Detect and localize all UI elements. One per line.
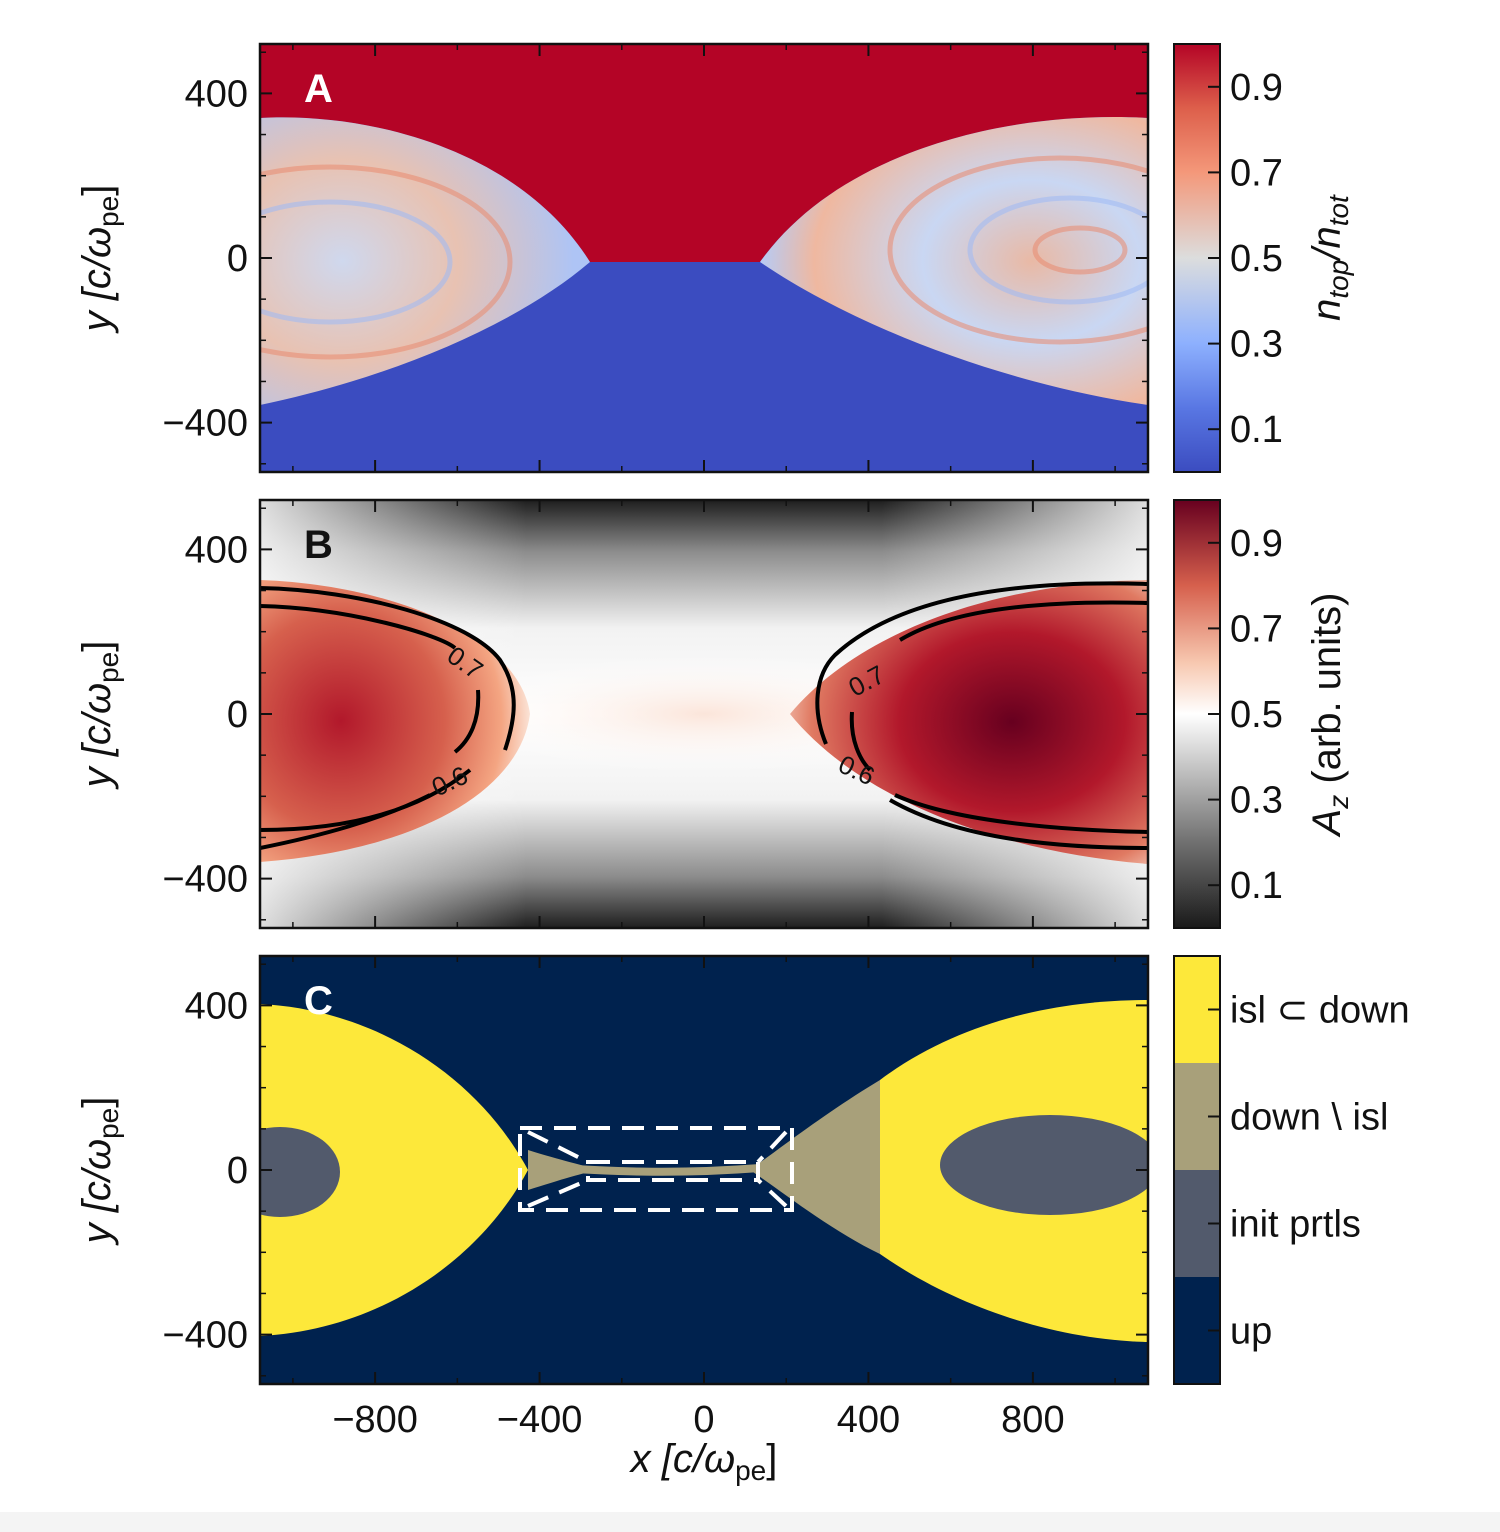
panel-c-xlabel-main: x [c/ω [629, 1437, 736, 1481]
x-tick-label: 0 [693, 1399, 714, 1441]
contour-0-7-right [815, 581, 1148, 745]
colorbar-c-frame [1173, 955, 1221, 1385]
panel-b-ylabel: y [c/ωpe] [75, 641, 124, 791]
panel-b-left-island [260, 580, 530, 862]
panel-c-ylabel-sub: pe [93, 1108, 124, 1139]
panel-c-xline [559, 1164, 761, 1176]
y-tick-label: 400 [185, 985, 248, 1027]
panel-b-ylabel-sub: pe [93, 652, 124, 683]
category-label: isl ⊂ down [1230, 990, 1410, 1032]
panel-c-ylabel: y [c/ωpe] [75, 1097, 124, 1247]
colorbar-tick-label: 0.9 [1230, 523, 1283, 565]
dashed-link-right [756, 1130, 788, 1208]
colorbar-a-label-b-sub: tot [1323, 194, 1354, 226]
contour-0-7-right-outer [889, 798, 1148, 850]
x-tick-label: 800 [1001, 1399, 1064, 1441]
colorbar-tick-label: 0.1 [1230, 865, 1283, 907]
contour-0-7-left-outer [260, 768, 472, 832]
colorbar-a-label: ntop/ntot [1305, 194, 1354, 321]
colorbar-tick-label: 0.9 [1230, 67, 1283, 109]
panel-c-ylabel-tail: ] [75, 1097, 119, 1108]
panel-c-left-init [260, 1127, 340, 1217]
y-tick-label: 0 [227, 694, 248, 736]
panel-b-right-island [790, 580, 1148, 864]
panel-c-xlabel: x [c/ωpe] [629, 1437, 778, 1486]
dashed-box-outer [518, 1126, 794, 1212]
y-tick-label: −400 [162, 403, 248, 445]
panel-c-right-khaki [750, 1080, 880, 1254]
panel-a-left-island [260, 117, 590, 405]
colorbar-tick-label: 0.7 [1230, 608, 1283, 650]
dashed-box-inner [586, 1160, 760, 1182]
panel-label-c: C [304, 979, 333, 1023]
colorbar-b-label-rest: (arb. units) [1305, 593, 1349, 795]
panel-a-right-island [760, 117, 1148, 405]
panel-c-ticks: −400 0 400 −800 −400 0 400 800 [162, 956, 1148, 1441]
colorbar-b-label: Az (arb. units) [1305, 593, 1354, 838]
y-tick-label: 0 [227, 1150, 248, 1192]
panel-a-ticks: −400 0 400 [162, 44, 1148, 472]
panel-label-b: B [304, 523, 333, 567]
panel-b-contours [260, 581, 1148, 850]
x-tick-label: −800 [332, 1399, 418, 1441]
svg-text:Az (arb. units): Az (arb. units) [1305, 593, 1354, 838]
panel-b-ticks: −400 0 400 [162, 500, 1148, 928]
panel-a-ylabel-tail: ] [75, 185, 119, 196]
panel-b-ylabel-tail: ] [75, 641, 119, 652]
y-tick-label: −400 [162, 1315, 248, 1357]
y-tick-label: −400 [162, 859, 248, 901]
svg-text:ntop/ntot: ntop/ntot [1305, 194, 1354, 321]
category-label: down \ isl [1230, 1097, 1388, 1139]
colorbar-a [1173, 43, 1221, 473]
x-tick-label: −400 [497, 1399, 583, 1441]
colorbar-tick-label: 0.1 [1230, 409, 1283, 451]
panel-c-right-init [940, 1115, 1148, 1215]
colorbar-c: isl ⊂ down down \ isl init prtls up [1173, 955, 1410, 1385]
svg-text:y [c/ωpe]: y [c/ωpe] [75, 1097, 124, 1247]
panel-c-xlabel-tail: ] [766, 1437, 777, 1481]
svg-text:y [c/ωpe]: y [c/ωpe] [75, 185, 124, 335]
colorbar-a-label-a: n [1305, 299, 1349, 321]
svg-text:y [c/ωpe]: y [c/ωpe] [75, 641, 124, 791]
colorbar-b-label-a-sub: z [1323, 795, 1354, 810]
colorbar-tick-label: 0.3 [1230, 324, 1283, 366]
colorbar-tick-label: 0.7 [1230, 152, 1283, 194]
colorbar-a-label-mid: /n [1305, 226, 1349, 262]
y-tick-label: 400 [185, 73, 248, 115]
panel-a-ylabel-sub: pe [93, 196, 124, 227]
bottom-strip [0, 1512, 1500, 1532]
colorbar-b-label-a: A [1305, 809, 1349, 838]
colorbar-tick-label: 0.5 [1230, 694, 1283, 736]
y-tick-label: 400 [185, 529, 248, 571]
panel-a-ylabel-main: y [c/ω [75, 227, 119, 335]
panel-c-ylabel-main: y [c/ω [75, 1139, 119, 1247]
panel-a-ylabel: y [c/ωpe] [75, 185, 124, 335]
panel-a-top-region [260, 44, 1148, 262]
category-label: up [1230, 1311, 1272, 1353]
panel-c-xlabel-sub: pe [735, 1455, 766, 1486]
colorbar-a-label-a-sub: top [1323, 260, 1354, 299]
colorbar-tick-label: 0.3 [1230, 780, 1283, 822]
panel-b-ylabel-main: y [c/ω [75, 683, 119, 791]
panel-c-dashed-boxes [518, 1126, 794, 1212]
colorbar-a-ticks: 0.1 0.3 0.5 0.7 0.9 [1208, 67, 1283, 451]
contour-0-7-left [260, 586, 516, 751]
svg-text:x [c/ωpe]: x [c/ωpe] [629, 1437, 778, 1486]
panel-c-left-yellow [260, 1004, 528, 1336]
contour-0-6-right [849, 600, 1148, 834]
x-tick-label: 400 [837, 1399, 900, 1441]
dashed-link-left [527, 1130, 589, 1208]
colorbar-b-ticks: 0.1 0.3 0.5 0.7 0.9 [1208, 523, 1283, 907]
y-tick-label: 0 [227, 238, 248, 280]
colorbar-tick-label: 0.5 [1230, 238, 1283, 280]
category-label: init prtls [1230, 1204, 1361, 1246]
panel-label-a: A [304, 67, 333, 111]
